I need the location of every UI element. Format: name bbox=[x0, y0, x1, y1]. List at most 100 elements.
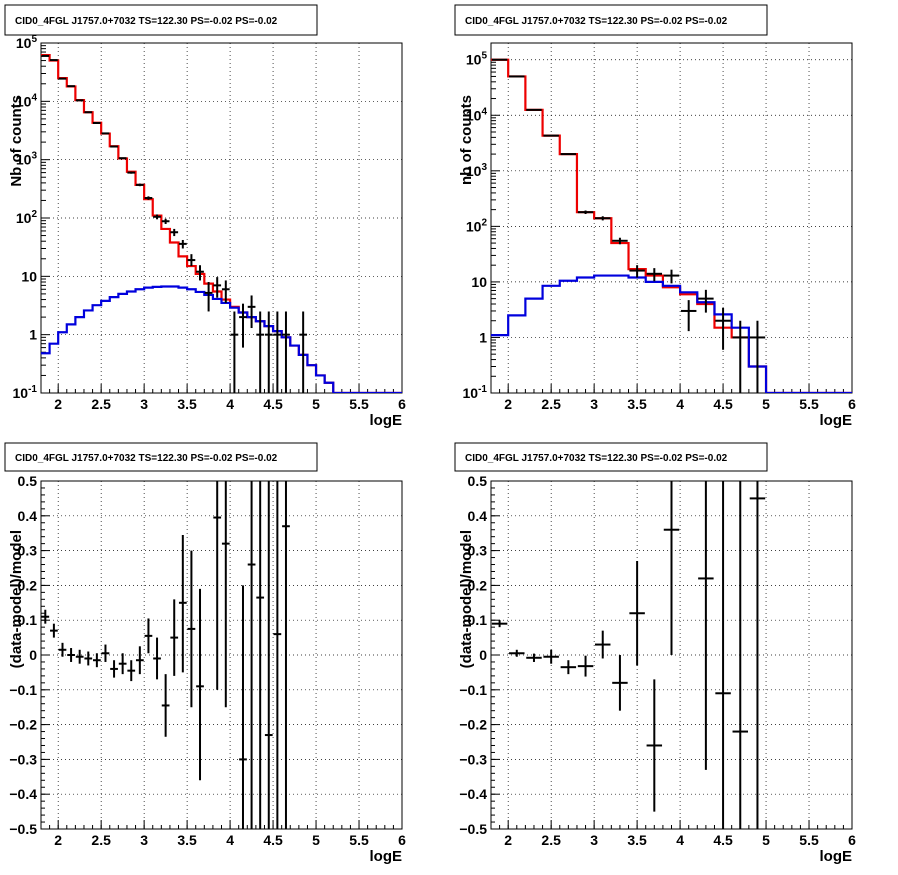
y-tick-label: 0.4 bbox=[468, 508, 488, 524]
x-tick-label: 4 bbox=[676, 832, 684, 848]
data-point bbox=[299, 311, 308, 393]
y-tick-label: 103 bbox=[466, 162, 488, 179]
x-tick-label: 3 bbox=[590, 396, 598, 412]
data-point bbox=[698, 481, 714, 770]
y-tick-label: −0.2 bbox=[459, 717, 487, 733]
x-tick-label: 3.5 bbox=[177, 396, 197, 412]
x-tick-label: 4.5 bbox=[263, 832, 283, 848]
data-point bbox=[93, 653, 101, 668]
y-tick-label: −0.5 bbox=[9, 821, 37, 837]
data-point bbox=[749, 320, 766, 393]
data-point bbox=[239, 303, 247, 348]
data-point bbox=[595, 216, 611, 221]
data-point bbox=[282, 481, 290, 829]
data-point bbox=[577, 655, 594, 677]
data-point bbox=[213, 277, 222, 298]
x-tick-label: 3 bbox=[590, 832, 598, 848]
data-point bbox=[58, 642, 67, 657]
chart-title: CID0_4FGL J1757.0+7032 TS=122.30 PS=-0.0… bbox=[465, 16, 728, 27]
data-point bbox=[715, 481, 731, 829]
data-point bbox=[264, 481, 273, 829]
x-tick-label: 2.5 bbox=[541, 832, 561, 848]
data-point bbox=[75, 649, 84, 664]
data-layer bbox=[491, 481, 766, 829]
x-tick-label: 5 bbox=[762, 832, 770, 848]
x-tick-label: 5.5 bbox=[799, 396, 819, 412]
x-tick-label: 4 bbox=[676, 396, 684, 412]
x-tick-label: 2 bbox=[504, 396, 512, 412]
data-point bbox=[41, 609, 50, 624]
x-tick-label: 4.5 bbox=[713, 832, 733, 848]
data-point bbox=[247, 295, 256, 329]
x-tick-label: 3.5 bbox=[627, 832, 647, 848]
data-point bbox=[732, 481, 748, 829]
data-layer bbox=[491, 58, 852, 393]
x-tick-label: 6 bbox=[848, 396, 856, 412]
data-point bbox=[698, 289, 714, 313]
data-point bbox=[161, 674, 170, 737]
data-point bbox=[273, 311, 282, 393]
y-tick-label: 0.5 bbox=[468, 473, 488, 489]
y-tick-label: 0.4 bbox=[18, 508, 38, 524]
x-tick-label: 5 bbox=[312, 396, 320, 412]
data-point bbox=[646, 679, 663, 812]
data-point bbox=[749, 481, 766, 829]
data-point bbox=[715, 307, 731, 350]
data-point bbox=[187, 254, 196, 267]
data-point bbox=[543, 134, 559, 137]
data-point bbox=[213, 481, 222, 690]
x-tick-label: 3 bbox=[140, 832, 148, 848]
y-tick-label: 10 bbox=[471, 274, 487, 290]
x-axis-label: logE bbox=[820, 412, 853, 429]
y-tick-label: 1 bbox=[29, 327, 37, 343]
y-tick-label: 104 bbox=[16, 92, 38, 109]
data-point bbox=[101, 132, 110, 135]
data-point bbox=[153, 214, 161, 220]
data-point bbox=[204, 281, 213, 312]
data-point bbox=[732, 320, 748, 393]
x-tick-label: 5.5 bbox=[349, 832, 369, 848]
data-point bbox=[127, 171, 136, 174]
x-axis-label: logE bbox=[820, 848, 853, 865]
x-axis-label: logE bbox=[370, 848, 403, 865]
y-axis-label: (data-model)/model bbox=[458, 530, 475, 668]
y-tick-label: −0.5 bbox=[459, 821, 487, 837]
title-box bbox=[4, 442, 318, 472]
y-tick-label: −0.3 bbox=[9, 751, 37, 767]
x-tick-label: 5 bbox=[312, 832, 320, 848]
x-tick-label: 5 bbox=[762, 396, 770, 412]
x-tick-label: 5.5 bbox=[799, 832, 819, 848]
chart-title: CID0_4FGL J1757.0+7032 TS=122.30 PS=-0.0… bbox=[15, 453, 278, 464]
title-box bbox=[4, 4, 318, 36]
data-point bbox=[127, 660, 136, 682]
x-tick-label: 4 bbox=[226, 832, 234, 848]
data-point bbox=[663, 481, 680, 655]
chart-title: CID0_4FGL J1757.0+7032 TS=122.30 PS=-0.0… bbox=[15, 16, 278, 27]
data-layer bbox=[41, 481, 290, 829]
x-tick-label: 2.5 bbox=[91, 832, 111, 848]
panel-residual-left: CID0_4FGL J1757.0+7032 TS=122.30 PS=-0.0… bbox=[4, 442, 406, 865]
x-tick-label: 5.5 bbox=[349, 396, 369, 412]
data-point bbox=[153, 637, 161, 680]
y-tick-label: 105 bbox=[16, 34, 38, 51]
data-point bbox=[196, 588, 204, 781]
x-axis-label: logE bbox=[370, 412, 403, 429]
data-point bbox=[491, 620, 508, 628]
data-point bbox=[595, 630, 611, 659]
data-layer bbox=[41, 54, 402, 393]
data-point bbox=[110, 145, 118, 148]
y-tick-label: 102 bbox=[16, 209, 38, 226]
y-tick-label: −0.4 bbox=[9, 786, 37, 802]
data-point bbox=[543, 649, 559, 664]
y-tick-label: 10 bbox=[21, 268, 37, 284]
data-point bbox=[144, 196, 153, 200]
data-point bbox=[560, 153, 577, 156]
y-tick-label: 0.1 bbox=[468, 612, 488, 628]
panel-counts-right: CID0_4FGL J1757.0+7032 TS=122.30 PS=-0.0… bbox=[454, 4, 856, 429]
x-tick-label: 3 bbox=[140, 396, 148, 412]
data-point bbox=[144, 618, 153, 654]
data-point bbox=[264, 311, 273, 393]
data-point bbox=[196, 265, 204, 281]
y-tick-label: −0.1 bbox=[9, 682, 37, 698]
